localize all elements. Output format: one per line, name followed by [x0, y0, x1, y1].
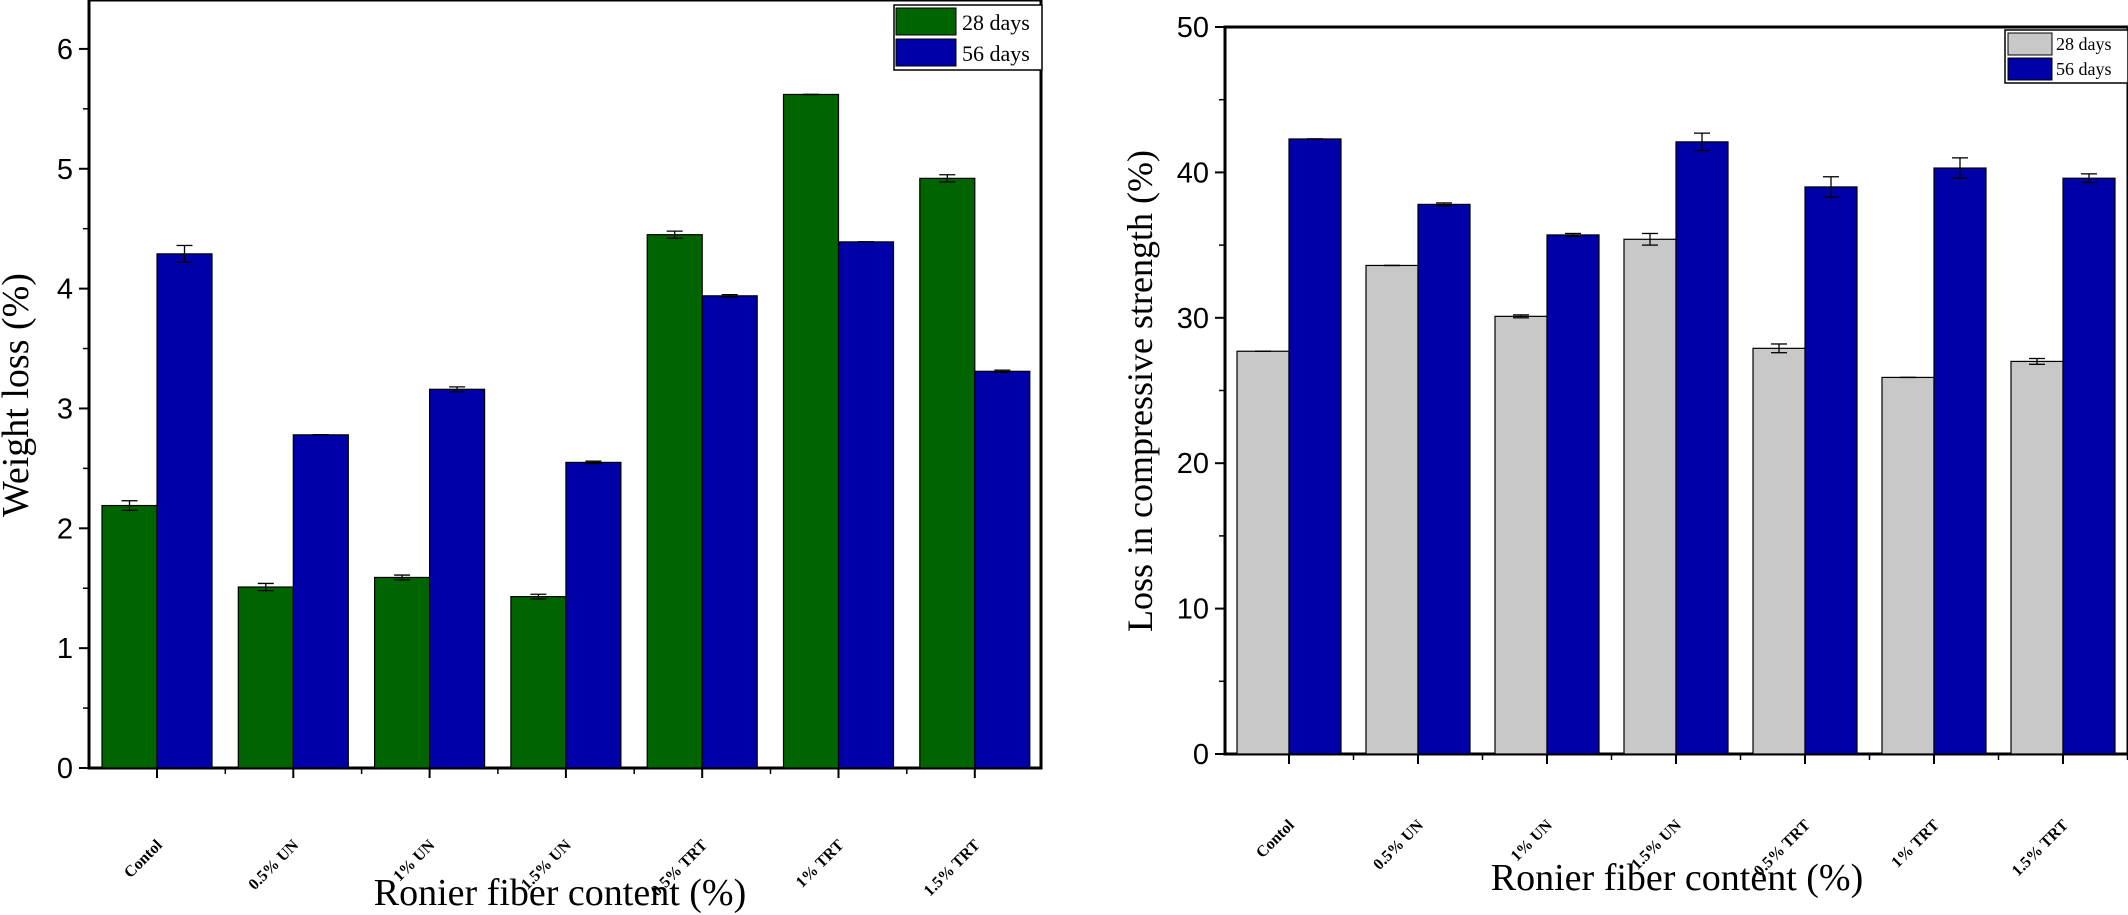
- bar-28-days-contol: [1236, 350, 1290, 755]
- bar-28-days-1pct-un: [374, 576, 431, 769]
- bar-56-days-1pct-trt: [837, 241, 895, 769]
- x-tick-label-1pct-trt: 1% TRT: [1888, 817, 1943, 872]
- legend-label-56-days: 56 days: [2056, 59, 2112, 79]
- legend-label-28-days: 28 days: [2056, 34, 2112, 54]
- y-tick-label: 4: [57, 274, 73, 306]
- y-tick-label: 0: [57, 753, 73, 785]
- y-axis-ticks: 0 10 20 30 40 50: [1177, 12, 1225, 771]
- legend-label-28-days: 28 days: [962, 10, 1030, 35]
- bar-56-days-0-5pct-un: [1417, 203, 1471, 755]
- bar-56-days-0-5pct-trt: [1804, 186, 1858, 755]
- y-tick-label: 10: [1177, 594, 1209, 626]
- bar-28-days-1pct-trt: [782, 93, 840, 769]
- y-tick-label: 5: [57, 154, 73, 186]
- bar-56-days-contol: [156, 253, 213, 769]
- bar-28-days-1pct-trt: [1881, 376, 1935, 755]
- bar-28-days-0-5pct-trt: [1752, 347, 1806, 755]
- legend-label-56-days: 56 days: [962, 41, 1030, 66]
- x-axis-label: Ronier fiber content (%): [1491, 857, 1863, 899]
- bar-28-days-0-5pct-un: [237, 586, 294, 769]
- x-tick-label-0-5pct-un: 0.5% UN: [1370, 816, 1427, 873]
- bars-group: [101, 93, 1031, 769]
- bar-56-days-0-5pct-un: [292, 434, 349, 769]
- bar-56-days-0-5pct-trt: [701, 295, 758, 769]
- bar-28-days-0-5pct-un: [1365, 264, 1419, 755]
- legend: 28 days 56 days: [2004, 29, 2128, 84]
- y-tick-label: 2: [57, 513, 73, 545]
- y-tick-label: 20: [1177, 448, 1209, 480]
- y-axis-ticks: 0 1 2 3 4 5 6: [57, 34, 89, 785]
- bar-28-days-0-5pct-trt: [646, 234, 703, 769]
- y-tick-label: 30: [1177, 303, 1209, 335]
- legend-swatch-28-days: [895, 7, 957, 36]
- x-tick-label-0-5pct-un: 0.5% UN: [245, 836, 302, 893]
- x-axis-label: Ronier fiber content (%): [374, 872, 746, 914]
- bar-56-days-1-5pct-trt: [974, 370, 1031, 769]
- y-axis-label: Weight loss (%): [0, 273, 37, 517]
- x-tick-label-contol: Contol: [121, 836, 166, 881]
- bar-56-days-1pct-un: [429, 388, 486, 769]
- bar-56-days-1pct-un: [1546, 234, 1600, 755]
- y-tick-label: 50: [1177, 12, 1209, 44]
- y-tick-label: 3: [57, 393, 73, 425]
- bar-28-days-contol: [101, 504, 158, 769]
- bar-28-days-1-5pct-un: [1623, 238, 1677, 755]
- bar-56-days-1-5pct-un: [1675, 141, 1729, 755]
- bars-group: [1236, 132, 2116, 755]
- legend: 28 days 56 days: [893, 4, 1043, 71]
- legend-swatch-28-days: [2007, 32, 2053, 56]
- x-tick-label-1-5pct-trt: 1.5% TRT: [2009, 817, 2072, 880]
- bar-28-days-1pct-un: [1494, 315, 1548, 755]
- legend-swatch-56-days: [2007, 57, 2053, 81]
- x-tick-label-1-5pct-trt: 1.5% TRT: [921, 837, 984, 900]
- y-tick-label: 0: [1193, 739, 1209, 771]
- bar-56-days-1pct-trt: [1933, 167, 1987, 755]
- bar-28-days-1-5pct-trt: [2010, 360, 2064, 755]
- y-axis-label: Loss in compressive strength (%): [1120, 150, 1160, 632]
- x-tick-label-contol: Contol: [1253, 816, 1298, 861]
- bar-56-days-contol: [1288, 138, 1342, 755]
- y-tick-label: 1: [57, 633, 73, 665]
- bar-56-days-1-5pct-trt: [2062, 177, 2116, 755]
- y-tick-label: 40: [1177, 157, 1209, 189]
- bar-56-days-1-5pct-un: [565, 461, 622, 769]
- bar-28-days-1-5pct-trt: [919, 177, 976, 769]
- y-tick-label: 6: [57, 34, 73, 66]
- legend-swatch-56-days: [895, 38, 957, 67]
- x-tick-label-1pct-trt: 1% TRT: [793, 837, 848, 892]
- bar-28-days-1-5pct-un: [510, 596, 567, 769]
